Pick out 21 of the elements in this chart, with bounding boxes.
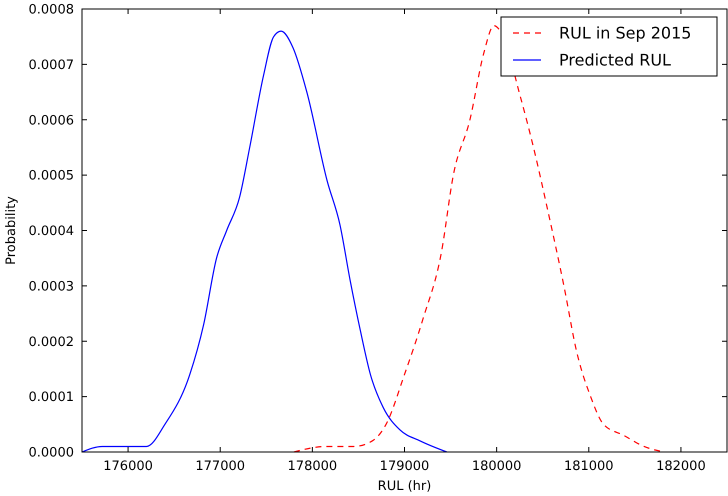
y-tick-label: 0.0008 xyxy=(28,2,74,18)
x-tick-label: 176000 xyxy=(103,459,153,474)
x-tick-label: 178000 xyxy=(288,459,338,474)
y-tick-label: 0.0004 xyxy=(28,224,74,240)
y-tick-label: 0.0007 xyxy=(28,58,74,73)
y-tick-label: 0.0001 xyxy=(28,390,74,406)
y-tick-label: 0.0002 xyxy=(28,334,74,350)
x-tick-label: 179000 xyxy=(380,459,430,474)
x-tick-label: 180000 xyxy=(472,459,522,474)
y-tick-label: 0.0006 xyxy=(28,113,74,128)
x-tick-label: 182000 xyxy=(656,459,706,474)
legend-label: Predicted RUL xyxy=(559,50,672,70)
y-tick-label: 0.0003 xyxy=(28,279,74,294)
x-axis-title: RUL (hr) xyxy=(378,479,432,494)
y-tick-label: 0.0005 xyxy=(28,168,74,184)
line-series xyxy=(81,30,448,453)
legend-label: RUL in Sep 2015 xyxy=(559,24,692,43)
x-tick-label: 181000 xyxy=(564,459,614,474)
x-tick-label: 177000 xyxy=(195,459,246,474)
y-axis-title: Probability xyxy=(4,196,19,265)
y-tick-label: 0.0000 xyxy=(28,446,74,461)
